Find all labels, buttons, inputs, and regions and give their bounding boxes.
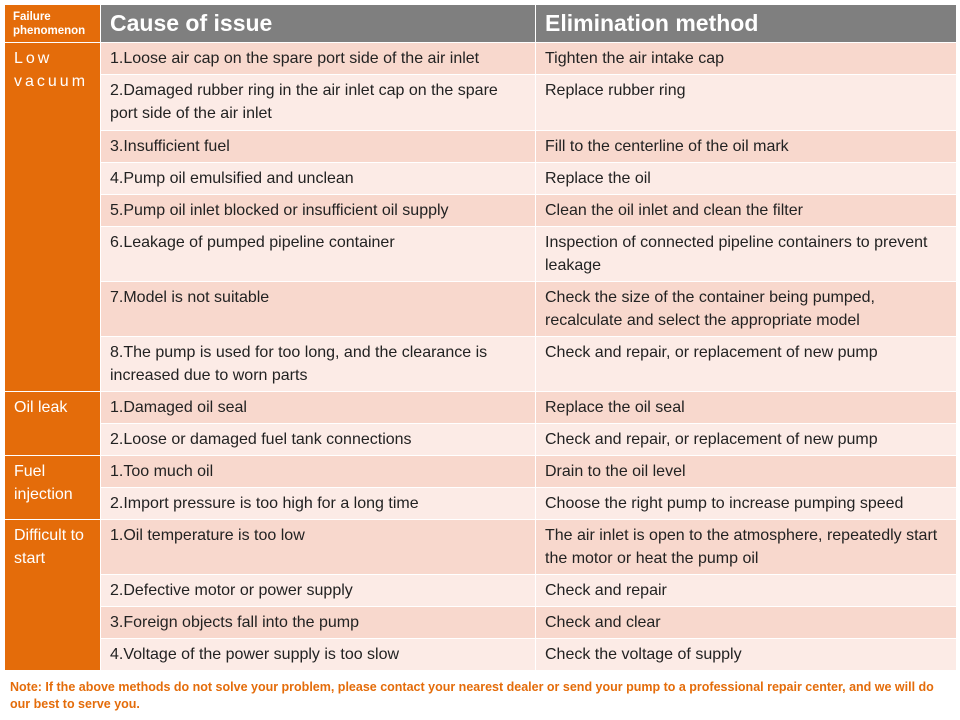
table-row: Difficult to start 1.Oil temperature is t… [4, 519, 957, 671]
cause-cell: 1.Oil temperature is too low [100, 519, 536, 575]
table-row: 2.Loose or damaged fuel tank connections… [5, 423, 957, 456]
header-failure-phenomenon: Failure phenomenon [4, 4, 101, 43]
cause-cell: 3.Insufficient fuel [100, 130, 536, 163]
method-cell: Inspection of connected pipeline contain… [535, 226, 957, 282]
failure-category: Low vacuum [4, 42, 101, 392]
table-row: Oil leak 1.Damaged oil seal Replace the oi… [4, 391, 957, 456]
method-cell: Check and repair [535, 574, 957, 607]
cause-cell: 4.Pump oil emulsified and unclean [100, 162, 536, 195]
table-row: Fuel injection 1.Too much oil Drain to the… [4, 455, 957, 520]
cause-cell: 8.The pump is used for too long, and the… [100, 336, 536, 392]
table-row: 2.Damaged rubber ring in the air inlet c… [5, 74, 957, 131]
table-row: 4.Pump oil emulsified and unclean Replace… [5, 162, 957, 195]
cause-cell: 1.Damaged oil seal [100, 391, 536, 424]
method-cell: Check the size of the container being pu… [535, 281, 957, 337]
method-cell: Check and repair, or replacement of new … [535, 423, 957, 456]
failure-category: Fuel injection [4, 455, 101, 520]
header-row: Failure phenomenon Cause of issue Elimin… [4, 4, 957, 43]
failure-category: Difficult to start [4, 519, 101, 671]
cause-cell: 3.Foreign objects fall into the pump [100, 606, 536, 639]
table-row: 3.Insufficient fuel Fill to the centerlin… [5, 130, 957, 163]
table-row: 2.Defective motor or power supply Check a… [5, 574, 957, 607]
table-row: 4.Voltage of the power supply is too slo… [5, 638, 957, 671]
table-row: 6.Leakage of pumped pipeline container In… [5, 226, 957, 282]
table-row: 3.Foreign objects fall into the pump Chec… [5, 606, 957, 639]
table-row: Low vacuum 1.Loose air cap on the spare p… [4, 42, 957, 392]
troubleshooting-table: Failure phenomenon Cause of issue Elimin… [4, 4, 957, 671]
method-cell: Drain to the oil level [535, 455, 957, 488]
table-row: 7.Model is not suitable Check the size of… [5, 281, 957, 337]
failure-category: Oil leak [4, 391, 101, 456]
method-cell: Fill to the centerline of the oil mark [535, 130, 957, 163]
cause-cell: 2.Loose or damaged fuel tank connections [100, 423, 536, 456]
table-row: 2.Import pressure is too high for a long… [5, 487, 957, 520]
header-cause: Cause of issue [100, 4, 536, 43]
method-cell: Tighten the air intake cap [535, 42, 957, 75]
cause-cell: 1.Loose air cap on the spare port side o… [100, 42, 536, 75]
footer-note: Note: If the above methods do not solve … [10, 680, 934, 711]
cause-cell: 7.Model is not suitable [100, 281, 536, 337]
method-cell: Check the voltage of supply [535, 638, 957, 671]
method-cell: Check and clear [535, 606, 957, 639]
cause-cell: 2.Damaged rubber ring in the air inlet c… [100, 74, 536, 131]
method-cell: Choose the right pump to increase pumpin… [535, 487, 957, 520]
cause-cell: 5.Pump oil inlet blocked or insufficient… [100, 194, 536, 227]
cause-cell: 4.Voltage of the power supply is too slo… [100, 638, 536, 671]
method-cell: Replace the oil seal [535, 391, 957, 424]
header-method: Elimination method [535, 4, 957, 43]
cause-cell: 6.Leakage of pumped pipeline container [100, 226, 536, 282]
method-cell: The air inlet is open to the atmosphere,… [535, 519, 957, 575]
cause-cell: 1.Too much oil [100, 455, 536, 488]
method-cell: Replace rubber ring [535, 74, 957, 131]
table-row: 8.The pump is used for too long, and the… [5, 336, 957, 392]
cause-cell: 2.Defective motor or power supply [100, 574, 536, 607]
cause-cell: 2.Import pressure is too high for a long… [100, 487, 536, 520]
method-cell: Check and repair, or replacement of new … [535, 336, 957, 392]
table-row: 5.Pump oil inlet blocked or insufficient… [5, 194, 957, 227]
method-cell: Replace the oil [535, 162, 957, 195]
method-cell: Clean the oil inlet and clean the filter [535, 194, 957, 227]
